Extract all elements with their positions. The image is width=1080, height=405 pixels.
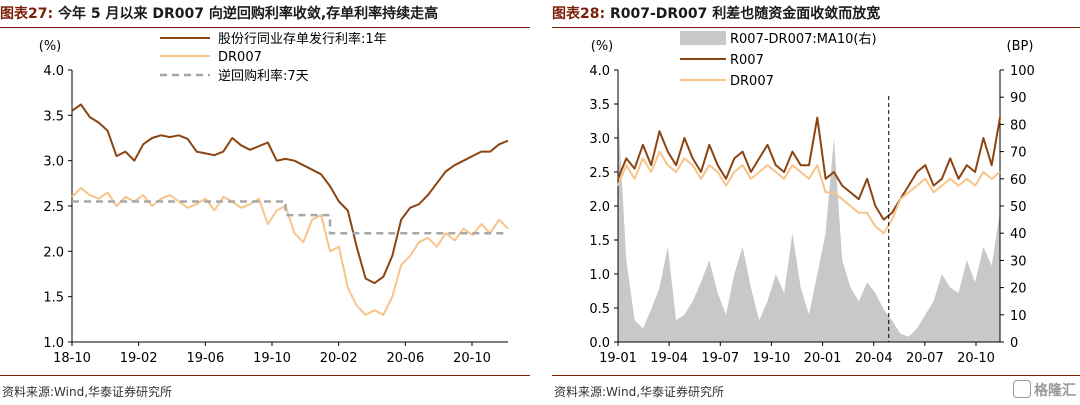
x-tick-label: 20-04 (855, 351, 893, 366)
y-tick-label: 3.0 (589, 132, 610, 147)
x-tick-label: 19-10 (253, 351, 291, 366)
y-tick-label: 4.0 (43, 64, 64, 79)
chart-title-left: 图表27: 今年 5 月以来 DR007 向逆回购利率收敛,存单利率持续走高 (0, 4, 530, 24)
x-tick-label: 19-07 (701, 351, 739, 366)
source-rule-right (552, 375, 1080, 376)
legend-label: 逆回购利率:7天 (218, 68, 309, 84)
x-tick-label: 20-10 (453, 351, 491, 366)
x-tick-label: 20-02 (320, 351, 358, 366)
chart-panel-right: 图表28: R007-DR007 利差也随资金面收敛而放宽 (%) (BP) 0.0… (552, 0, 1080, 405)
legend-label: DR007 (730, 74, 774, 89)
y-tick-label: 2.5 (43, 200, 64, 215)
watermark: 格隆汇 (1013, 380, 1076, 400)
legend-label: DR007 (218, 50, 262, 65)
y-tick-label: 2.0 (43, 245, 64, 260)
x-tick-label: 20-10 (957, 351, 995, 366)
y-tick-label: 3.5 (589, 98, 610, 113)
line-chart-left: (%) 1.0 1.5 2.0 2.5 3.0 3.5 4.0 18-10 19-02 19-06 1… (39, 31, 509, 366)
chart-title-right: 图表28: R007-DR007 利差也随资金面收敛而放宽 (552, 4, 1080, 24)
x-tick-label: 20-07 (906, 351, 944, 366)
y2-tick-label: 20 (1010, 282, 1027, 297)
chart-title-text-left: 今年 5 月以来 DR007 向逆回购利率收敛,存单利率持续走高 (57, 6, 439, 22)
y2-tick-label: 40 (1010, 227, 1027, 242)
y2-tick-label: 60 (1010, 173, 1027, 188)
title-rule-right (552, 27, 1080, 28)
area-line-chart-right: (%) (BP) 0.0 0.5 1.0 1.5 2.0 2.5 3.0 3.5 4.0 0 10 20 3… (589, 31, 1035, 366)
watermark-logo-icon (1013, 380, 1031, 398)
chart-panel-left: 图表27: 今年 5 月以来 DR007 向逆回购利率收敛,存单利率持续走高 (… (0, 0, 530, 405)
source-rule-left (0, 375, 530, 376)
source-note-left: 资料来源:Wind,华泰证券研究所 (2, 385, 173, 399)
x-tick-label: 18-10 (53, 351, 91, 366)
watermark-text: 格隆汇 (1034, 383, 1076, 399)
y2-tick-label: 0 (1010, 336, 1018, 351)
y-tick-label: 1.0 (43, 336, 64, 351)
series-line (617, 150, 1001, 235)
y2-tick-label: 50 (1010, 200, 1027, 215)
y2-tick-label: 70 (1010, 146, 1027, 161)
x-tick-label: 19-02 (120, 351, 158, 366)
y2-axis-label: (BP) (1007, 39, 1034, 54)
chart-number-left: 图表27: (0, 6, 54, 22)
x-tick-label: 19-01 (599, 351, 637, 366)
y-axis-label: (%) (39, 39, 62, 54)
legend-label: R007-DR007:MA10(右) (730, 32, 877, 47)
y2-tick-label: 30 (1010, 254, 1027, 269)
source-note-right: 资料来源:Wind,华泰证券研究所 (554, 385, 725, 399)
x-tick-label: 19-10 (753, 351, 791, 366)
y-tick-label: 0.5 (589, 302, 610, 317)
y-axis-label: (%) (591, 39, 614, 54)
chart-title-text-right: R007-DR007 利差也随资金面收敛而放宽 (609, 6, 881, 22)
x-tick-label: 20-01 (804, 351, 842, 366)
x-tick-label: 19-06 (186, 351, 224, 366)
y2-tick-label: 80 (1010, 118, 1027, 133)
y-tick-label: 1.5 (589, 234, 610, 249)
series-line (71, 186, 509, 316)
x-tick-label: 20-06 (386, 351, 424, 366)
y-tick-label: 1.5 (43, 291, 64, 306)
series-line (71, 103, 509, 285)
legend-label: 股份行同业存单发行利率:1年 (218, 31, 387, 47)
legend-swatch (680, 31, 726, 45)
y2-tick-label: 100 (1010, 64, 1035, 79)
title-rule-left (0, 27, 530, 28)
chart-number-right: 图表28: (552, 6, 606, 22)
y-tick-label: 4.0 (589, 64, 610, 79)
y-tick-label: 0.0 (589, 336, 610, 351)
y-tick-label: 2.5 (589, 166, 610, 181)
legend-label: R007 (730, 53, 764, 68)
y2-tick-label: 90 (1010, 91, 1027, 106)
y-tick-label: 3.0 (43, 155, 64, 170)
y-tick-label: 3.5 (43, 109, 64, 124)
series-line (617, 116, 1001, 221)
y2-tick-label: 10 (1010, 309, 1027, 324)
y-tick-label: 1.0 (589, 268, 610, 283)
x-tick-label: 19-04 (650, 351, 688, 366)
y-tick-label: 2.0 (589, 200, 610, 215)
spread-area (618, 110, 1000, 342)
